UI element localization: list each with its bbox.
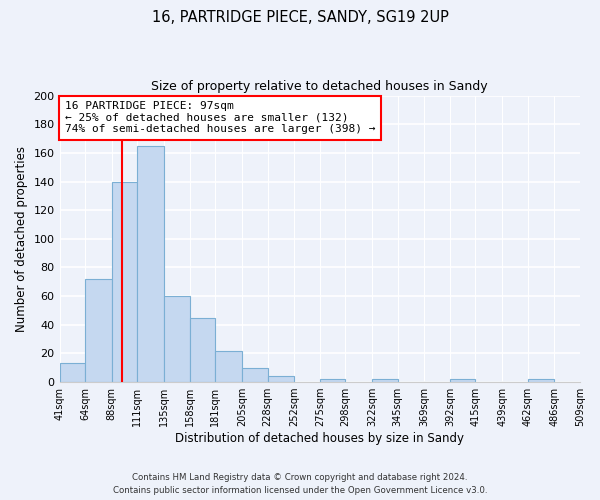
Bar (59, 364, 85, 382)
Bar (320, 379, 346, 382)
Bar (242, 368, 268, 382)
Bar (268, 376, 294, 382)
Bar (190, 318, 215, 382)
Y-axis label: Number of detached properties: Number of detached properties (15, 146, 28, 332)
Bar (112, 182, 137, 382)
Bar (372, 379, 398, 382)
Text: 16 PARTRIDGE PIECE: 97sqm
← 25% of detached houses are smaller (132)
74% of semi: 16 PARTRIDGE PIECE: 97sqm ← 25% of detac… (65, 102, 375, 134)
Bar (215, 350, 242, 382)
Bar (85, 279, 112, 382)
Bar (450, 379, 475, 382)
Text: Contains HM Land Registry data © Crown copyright and database right 2024.
Contai: Contains HM Land Registry data © Crown c… (113, 474, 487, 495)
X-axis label: Distribution of detached houses by size in Sandy: Distribution of detached houses by size … (175, 432, 464, 445)
Text: 16, PARTRIDGE PIECE, SANDY, SG19 2UP: 16, PARTRIDGE PIECE, SANDY, SG19 2UP (152, 10, 448, 25)
Bar (137, 146, 164, 382)
Bar (164, 296, 190, 382)
Bar (528, 379, 554, 382)
Title: Size of property relative to detached houses in Sandy: Size of property relative to detached ho… (151, 80, 488, 93)
